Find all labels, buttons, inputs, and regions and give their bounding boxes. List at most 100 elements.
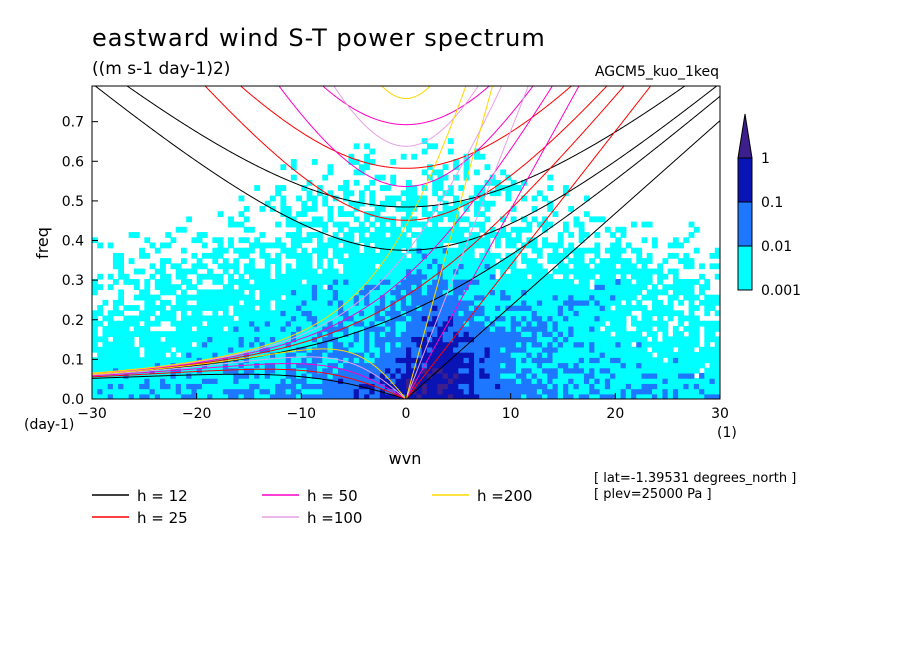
power-cell (667, 268, 674, 275)
power-cell (290, 294, 297, 301)
power-cell (170, 331, 177, 337)
power-cell (285, 268, 292, 275)
power-cell (494, 252, 501, 259)
power-cell (636, 336, 643, 343)
power-cell (432, 252, 438, 259)
power-cell (322, 294, 329, 301)
power-cell (416, 393, 423, 399)
power-cell (222, 284, 229, 291)
power-cell (416, 310, 423, 317)
power-cell (332, 357, 339, 364)
power-cell (275, 279, 281, 285)
power-cell (112, 279, 119, 285)
power-cell (468, 352, 475, 358)
power-cell (322, 352, 329, 358)
power-cell (353, 341, 360, 348)
power-cell (453, 289, 459, 296)
power-cell (364, 143, 370, 150)
power-cell (322, 378, 329, 384)
power-cell (547, 325, 554, 332)
power-cell (133, 352, 140, 358)
power-cell (369, 247, 376, 254)
power-cell (301, 263, 308, 270)
power-cell (437, 310, 444, 317)
power-cell (343, 315, 350, 322)
power-cell (207, 393, 213, 399)
power-cell (317, 258, 323, 264)
power-cell (568, 320, 575, 327)
colorbar-label: 1 (761, 151, 770, 167)
power-cell (557, 237, 564, 244)
power-cell (599, 352, 606, 358)
power-cell (714, 341, 720, 348)
power-field (92, 138, 720, 399)
power-cell (395, 341, 402, 348)
power-cell (463, 284, 470, 291)
power-cell (280, 195, 287, 202)
power-cell (254, 299, 261, 306)
power-cell (296, 273, 302, 280)
power-cell (547, 221, 554, 228)
power-cell (426, 341, 433, 348)
power-cell (364, 153, 370, 160)
power-cell (631, 331, 637, 337)
power-cell (306, 279, 313, 285)
power-cell (453, 383, 459, 390)
power-cell (583, 320, 590, 327)
power-cell (353, 388, 360, 395)
power-cell (620, 383, 627, 390)
power-cell (411, 336, 418, 343)
power-cell (437, 263, 444, 270)
power-cell (102, 346, 109, 353)
power-cell (186, 325, 193, 332)
power-cell (704, 352, 711, 358)
power-cell (432, 341, 438, 348)
power-cell (625, 242, 632, 249)
power-cell (222, 331, 229, 337)
power-cell (453, 284, 459, 291)
power-cell (411, 247, 418, 254)
power-cell (479, 331, 486, 337)
power-cell (249, 393, 255, 399)
power-cell (264, 315, 271, 322)
power-cell (107, 346, 114, 353)
power-cell (474, 331, 480, 337)
power-cell (510, 268, 517, 275)
power-cell (118, 378, 124, 384)
power-cell (651, 242, 658, 249)
power-cell (515, 352, 522, 358)
power-cell (631, 357, 637, 364)
power-cell (599, 331, 606, 337)
power-cell (133, 232, 140, 238)
power-cell (390, 341, 397, 348)
power-cell (521, 357, 527, 364)
power-cell (290, 315, 297, 322)
power-cell (254, 341, 261, 348)
power-cell (311, 346, 318, 353)
power-cell (447, 237, 454, 244)
power-cell (421, 205, 428, 212)
power-cell (228, 242, 234, 249)
power-cell (688, 325, 695, 332)
power-cell (107, 331, 114, 337)
power-cell (369, 341, 376, 348)
power-cell (531, 357, 538, 364)
power-cell (191, 352, 198, 358)
power-cell (625, 305, 632, 311)
power-cell (620, 393, 627, 399)
power-cell (301, 205, 308, 212)
power-cell (510, 279, 517, 285)
power-cell (144, 294, 151, 301)
power-cell (458, 258, 465, 264)
power-cell (479, 279, 486, 285)
power-cell (458, 388, 465, 395)
power-cell (479, 320, 486, 327)
power-cell (510, 273, 517, 280)
power-cell (238, 195, 245, 202)
power-cell (379, 383, 386, 390)
power-cell (484, 279, 491, 285)
power-cell (573, 352, 580, 358)
power-cell (505, 294, 512, 301)
power-cell (379, 185, 386, 191)
power-cell (709, 252, 716, 259)
